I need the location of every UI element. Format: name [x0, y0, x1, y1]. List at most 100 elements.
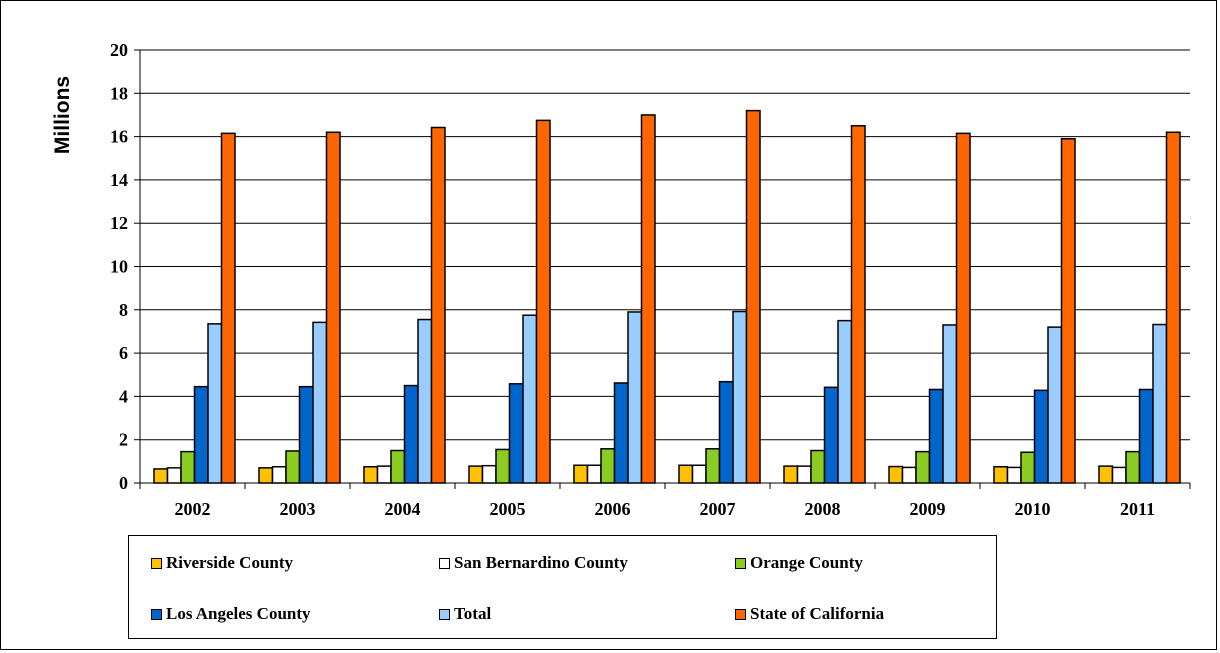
y-axis-ticks: 0 2 4 6 8 10 12 14 16 18 20 [110, 40, 141, 493]
bar [901, 466, 917, 484]
bar [600, 448, 616, 484]
legend-swatch [735, 557, 746, 569]
bar [1033, 389, 1049, 484]
y-tick-label: 0 [119, 473, 128, 493]
bar [732, 310, 748, 484]
y-tick-label: 2 [119, 430, 128, 450]
bar [810, 449, 826, 484]
bar [1006, 466, 1022, 484]
bar [823, 386, 839, 484]
bar [888, 465, 904, 484]
legend-item: Orange County [735, 553, 863, 573]
bar [390, 449, 406, 484]
legend-item: Los Angeles County [151, 604, 311, 624]
x-tick-label: 2008 [805, 499, 841, 519]
bar [1125, 450, 1141, 484]
bar [613, 382, 629, 484]
bar [285, 450, 301, 484]
y-tick-label: 14 [110, 170, 128, 190]
bar [1047, 326, 1063, 484]
legend-item: State of California [735, 604, 884, 624]
y-tick-label: 20 [110, 40, 128, 60]
bar [850, 125, 866, 484]
gridlines [140, 49, 1190, 441]
y-tick-label: 8 [119, 300, 128, 320]
bar [1020, 451, 1036, 484]
bar [915, 450, 931, 484]
bar [627, 311, 643, 484]
bar [837, 319, 853, 484]
y-tick-label: 12 [110, 213, 128, 233]
bar [640, 114, 656, 484]
bar [363, 466, 379, 484]
legend-item: Total [439, 604, 491, 624]
legend-swatch [735, 608, 746, 620]
bar [180, 450, 196, 484]
bar [495, 448, 511, 484]
bar [586, 464, 602, 484]
y-tick-label: 10 [110, 257, 128, 277]
x-tick-label: 2002 [175, 499, 211, 519]
legend-swatch [439, 608, 450, 620]
x-tick-label: 2007 [700, 499, 736, 519]
bar [691, 464, 707, 484]
x-tick-label: 2006 [595, 499, 631, 519]
bar [955, 132, 971, 484]
bar [166, 467, 182, 484]
bar [271, 466, 287, 484]
bar [678, 464, 694, 484]
legend-swatch [439, 557, 450, 569]
legend-item: San Bernardino County [439, 553, 628, 573]
x-axis: 2002 2003 2004 2005 2006 2007 2008 2009 2010 2011 [139, 482, 1191, 519]
bar [430, 126, 446, 484]
bar [705, 448, 721, 484]
bar [508, 383, 524, 484]
bar [312, 321, 328, 484]
bar [481, 464, 497, 484]
bar [573, 464, 589, 484]
bar [1152, 323, 1168, 484]
bar [1098, 465, 1114, 484]
legend-swatch [151, 557, 162, 569]
y-tick-label: 16 [110, 127, 128, 147]
bar [796, 465, 812, 484]
bar [298, 385, 314, 484]
legend-label: San Bernardino County [454, 553, 628, 572]
y-axis-label: Millions [51, 76, 74, 154]
x-tick-label: 2011 [1120, 499, 1155, 519]
bar [207, 323, 223, 484]
bars [153, 109, 1181, 484]
bar [783, 465, 799, 484]
bar [535, 119, 551, 484]
legend-label: Riverside County [166, 553, 294, 572]
y-tick-label: 6 [119, 343, 128, 363]
bar [417, 318, 433, 484]
legend-label: Los Angeles County [166, 604, 311, 623]
bar [1060, 138, 1076, 484]
x-tick-label: 2009 [910, 499, 946, 519]
y-tick-label: 4 [119, 386, 128, 406]
bar [193, 385, 209, 484]
bar [403, 384, 419, 484]
x-tick-label: 2010 [1015, 499, 1051, 519]
bar [1111, 466, 1127, 484]
bar [325, 131, 341, 484]
legend-label: State of California [750, 604, 885, 623]
bar [522, 314, 538, 484]
legend-label: Total [454, 604, 492, 623]
bar [468, 465, 484, 484]
bar [942, 324, 958, 484]
bar [376, 465, 392, 484]
bar [153, 468, 169, 484]
y-tick-label: 18 [110, 83, 128, 103]
bar [1165, 131, 1181, 484]
bar [1138, 388, 1154, 484]
bar [928, 388, 944, 484]
bar [745, 109, 761, 484]
legend: Riverside County San Bernardino County Ora… [128, 535, 997, 639]
bar [718, 380, 734, 484]
legend-item: Riverside County [151, 553, 293, 573]
bar [220, 132, 236, 484]
x-tick-label: 2005 [490, 499, 526, 519]
